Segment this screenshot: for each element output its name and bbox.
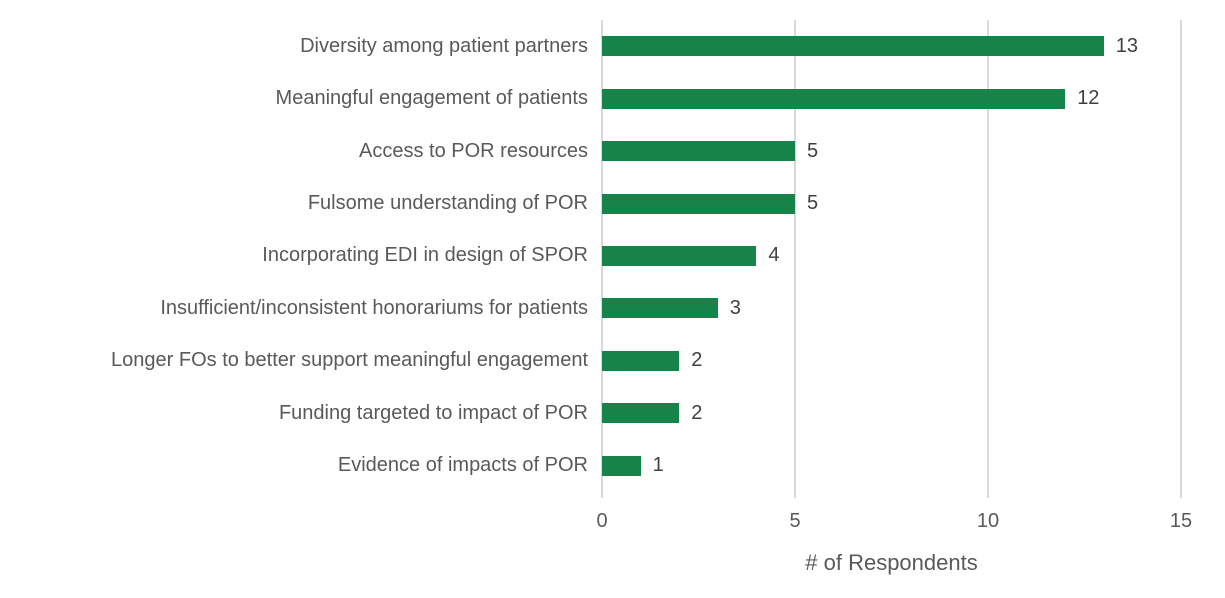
category-axis: Diversity among patient partners Meaningf…: [0, 20, 588, 492]
bar: [602, 455, 641, 476]
bar: [602, 350, 680, 371]
x-tick-label: 10: [976, 510, 1000, 532]
category-label: Fulsome understanding of POR: [307, 192, 588, 215]
bar: [602, 403, 680, 424]
x-tick-label: 5: [789, 510, 801, 532]
category-label: Funding targeted to impact of POR: [278, 401, 588, 424]
value-label: 1: [652, 454, 664, 477]
bar: [602, 141, 795, 162]
category-label: Access to POR resources: [359, 139, 588, 162]
value-label: 2: [691, 401, 703, 424]
value-label: 5: [806, 139, 819, 162]
bar: [602, 36, 1104, 57]
category-label: Insufficient/inconsistent honorariums fo…: [160, 296, 588, 319]
x-tick-label: 0: [596, 510, 608, 532]
x-axis-title: # of Respondents: [805, 550, 978, 575]
gridline-x-10: [987, 20, 989, 498]
category-label: Incorporating EDI in design of SPOR: [262, 244, 588, 267]
bar: [602, 246, 757, 266]
value-label: 3: [729, 296, 741, 319]
bar: [602, 193, 795, 214]
gridline-x-5: [794, 20, 796, 498]
bar: [602, 298, 718, 319]
plot-area: 13 12 5 5 4 3 2 2 1: [601, 20, 1182, 498]
category-label: Diversity among patient partners: [300, 34, 588, 57]
x-tick-label: 15: [1169, 510, 1193, 532]
category-label: Longer FOs to better support meaningful …: [111, 349, 588, 372]
category-label: Meaningful engagement of patients: [275, 87, 588, 110]
value-label: 4: [768, 244, 780, 267]
bar: [602, 88, 1066, 109]
value-label: 5: [806, 192, 819, 215]
value-label: 2: [691, 349, 703, 372]
x-axis-ticks: 0 5 10 15: [596, 510, 1192, 536]
value-label: 13: [1115, 34, 1139, 57]
gridline-x-15: [1180, 20, 1182, 498]
category-label: Evidence of impacts of POR: [337, 454, 588, 477]
value-label: 12: [1077, 87, 1100, 110]
